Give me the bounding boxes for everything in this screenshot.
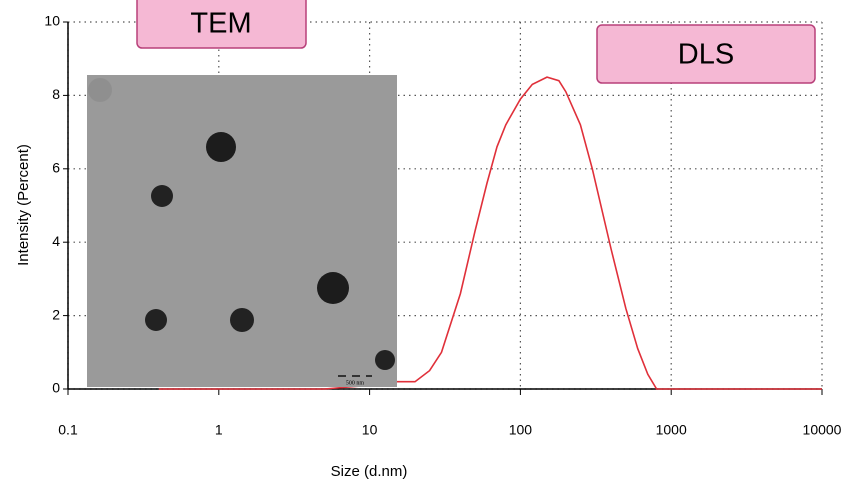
y-tick-label: 8 xyxy=(52,86,60,102)
x-tick-label: 1 xyxy=(215,422,223,438)
tem-artifact xyxy=(88,78,112,102)
x-axis-label: Size (d.nm) xyxy=(331,463,408,480)
tem-particle xyxy=(317,272,349,304)
tem-particle xyxy=(151,185,173,207)
y-tick-label: 2 xyxy=(52,306,60,322)
y-tick-label: 0 xyxy=(52,380,60,396)
tem-particle xyxy=(375,350,395,370)
label-box xyxy=(136,0,307,49)
tem-particle xyxy=(230,308,254,332)
tem-background xyxy=(87,75,397,387)
tem-particle xyxy=(145,309,167,331)
annotation: DLS xyxy=(678,39,734,71)
y-tick-label: 6 xyxy=(52,160,60,176)
data-line xyxy=(158,76,822,390)
tem-image: 500 nm xyxy=(87,75,397,387)
y-tick-label: 10 xyxy=(44,13,60,29)
x-tick-label: 10 xyxy=(362,422,378,438)
x-tick-label: 1000 xyxy=(656,422,687,438)
tem-label: TEM xyxy=(136,0,307,49)
x-tick-label: 10000 xyxy=(803,422,841,438)
y-tick-label: 4 xyxy=(52,233,60,249)
y-axis-label: Intensity (Percent) xyxy=(15,144,32,266)
scale-bar-label: 500 nm xyxy=(346,380,365,386)
annotation: TEM xyxy=(190,8,251,40)
tem-particle xyxy=(206,132,236,162)
dls-label: DLS xyxy=(596,24,816,84)
x-tick-label: 100 xyxy=(509,422,533,438)
x-tick-label: 0.1 xyxy=(58,422,78,438)
plot-area: 0 2 4 6 8 10 0.1 1 10 100 1000 10000 xyxy=(44,13,841,438)
label-box xyxy=(596,24,816,84)
